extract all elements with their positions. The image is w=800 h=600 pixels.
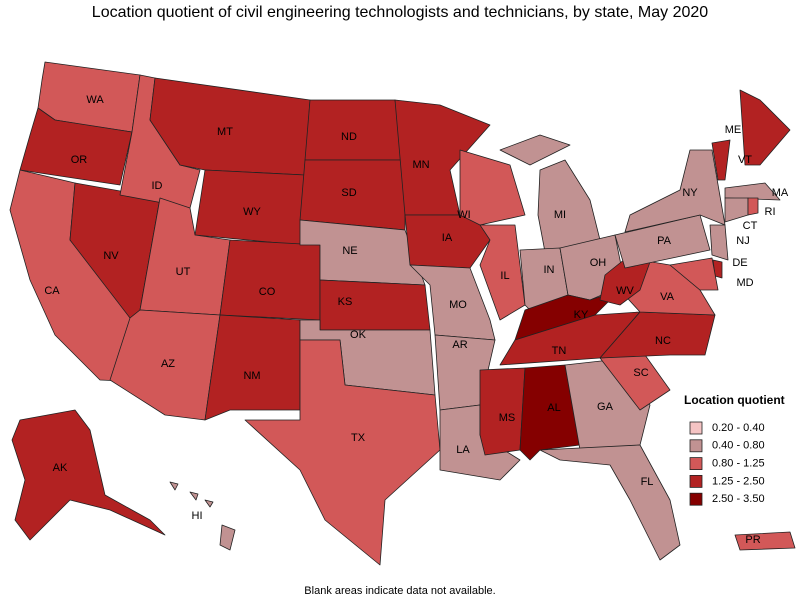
state-label: LA bbox=[456, 444, 470, 456]
legend-swatch bbox=[689, 474, 703, 488]
state-label: DE bbox=[732, 257, 747, 269]
state-label: MO bbox=[449, 299, 467, 311]
state-label: NC bbox=[655, 335, 671, 347]
state-label: WA bbox=[86, 94, 104, 106]
state-shape bbox=[724, 182, 781, 201]
state-shape bbox=[479, 224, 526, 321]
state-label: IA bbox=[442, 232, 453, 244]
state-shape bbox=[499, 134, 571, 166]
state-shape bbox=[204, 314, 301, 421]
state-shape bbox=[219, 524, 236, 551]
legend-label: 0.20 - 0.40 bbox=[712, 422, 765, 434]
state-label: SD bbox=[341, 187, 356, 199]
state-label: AK bbox=[53, 462, 68, 474]
state-label: NM bbox=[243, 370, 260, 382]
state-shape bbox=[189, 491, 199, 501]
state-label: MD bbox=[736, 277, 753, 289]
state-label: IL bbox=[500, 270, 509, 282]
map-title: Location quotient of civil engineering t… bbox=[92, 4, 708, 21]
state-label: NV bbox=[103, 250, 119, 262]
legend-swatch bbox=[689, 457, 703, 471]
state-shape bbox=[244, 339, 441, 566]
legend-label: 0.40 - 0.80 bbox=[712, 440, 765, 452]
state-shape bbox=[204, 499, 214, 508]
state-shape bbox=[479, 367, 526, 456]
state-label: SC bbox=[633, 367, 648, 379]
state-shape bbox=[669, 257, 719, 291]
state-label: ND bbox=[341, 131, 357, 143]
state-label: HI bbox=[192, 510, 203, 522]
state-labels: WA OR CA NV ID MT WY UT AZ CO NM ND SD NE KS OK TX MN IA MO… bbox=[44, 94, 789, 546]
state-label: RI bbox=[765, 206, 776, 218]
state-shape bbox=[219, 239, 321, 321]
state-label: MA bbox=[772, 187, 789, 199]
state-label: CT bbox=[743, 220, 758, 232]
state-label: ID bbox=[152, 180, 163, 192]
state-shape bbox=[734, 531, 796, 551]
legend-label: 0.80 - 1.25 bbox=[712, 458, 765, 470]
legend-swatch bbox=[689, 439, 703, 453]
state-label: PA bbox=[657, 235, 672, 247]
state-label: NE bbox=[342, 245, 357, 257]
state-label: OK bbox=[350, 329, 367, 341]
state-shape bbox=[11, 409, 166, 541]
state-shape bbox=[169, 481, 179, 491]
state-shape bbox=[711, 139, 731, 181]
legend-title: Location quotient bbox=[684, 393, 785, 407]
state-label: WY bbox=[243, 206, 261, 218]
legend-label: 1.25 - 2.50 bbox=[712, 475, 765, 487]
state-shape bbox=[747, 197, 759, 216]
state-label: VA bbox=[660, 291, 675, 303]
state-label: GA bbox=[597, 401, 614, 413]
state-label: WI bbox=[457, 209, 470, 221]
state-label: UT bbox=[176, 266, 191, 278]
state-label: AL bbox=[547, 402, 560, 414]
legend-swatch bbox=[689, 492, 703, 506]
state-label: OR bbox=[71, 154, 88, 166]
state-label: OH bbox=[590, 257, 607, 269]
state-label: PR bbox=[745, 534, 760, 546]
state-label: CO bbox=[259, 286, 276, 298]
state-label: MS bbox=[499, 412, 516, 424]
state-label: MT bbox=[217, 126, 233, 138]
state-label: AR bbox=[452, 339, 467, 351]
state-label: VT bbox=[738, 154, 752, 166]
state-label: IN bbox=[544, 264, 555, 276]
state-shape bbox=[724, 197, 749, 223]
legend: 0.20 - 0.40 0.40 - 0.80 0.80 - 1.25 1.25 - … bbox=[689, 421, 765, 506]
state-shape bbox=[709, 224, 729, 261]
state-shape bbox=[739, 89, 791, 166]
state-label: AZ bbox=[161, 358, 175, 370]
state-label: ME bbox=[725, 124, 742, 136]
state-label: MI bbox=[554, 209, 566, 221]
state-shape bbox=[539, 444, 681, 561]
states bbox=[9, 61, 796, 566]
state-label: KY bbox=[574, 309, 589, 321]
state-shape bbox=[537, 159, 601, 253]
state-label: MN bbox=[412, 159, 429, 171]
footnote: Blank areas indicate data not available. bbox=[304, 585, 495, 597]
state-label: TN bbox=[552, 345, 567, 357]
state-label: KS bbox=[338, 296, 353, 308]
state-shape bbox=[624, 149, 726, 233]
state-shape bbox=[19, 107, 133, 186]
state-label: NY bbox=[682, 187, 698, 199]
state-label: WV bbox=[616, 285, 634, 297]
state-label: NJ bbox=[736, 235, 749, 247]
state-shape bbox=[459, 149, 526, 226]
state-shape bbox=[599, 311, 716, 359]
legend-swatch bbox=[689, 421, 703, 435]
state-label: CA bbox=[44, 285, 60, 297]
state-label: TX bbox=[351, 432, 366, 444]
legend-label: 2.50 - 3.50 bbox=[712, 493, 765, 505]
state-label: FL bbox=[641, 476, 654, 488]
state-shape bbox=[319, 279, 431, 331]
